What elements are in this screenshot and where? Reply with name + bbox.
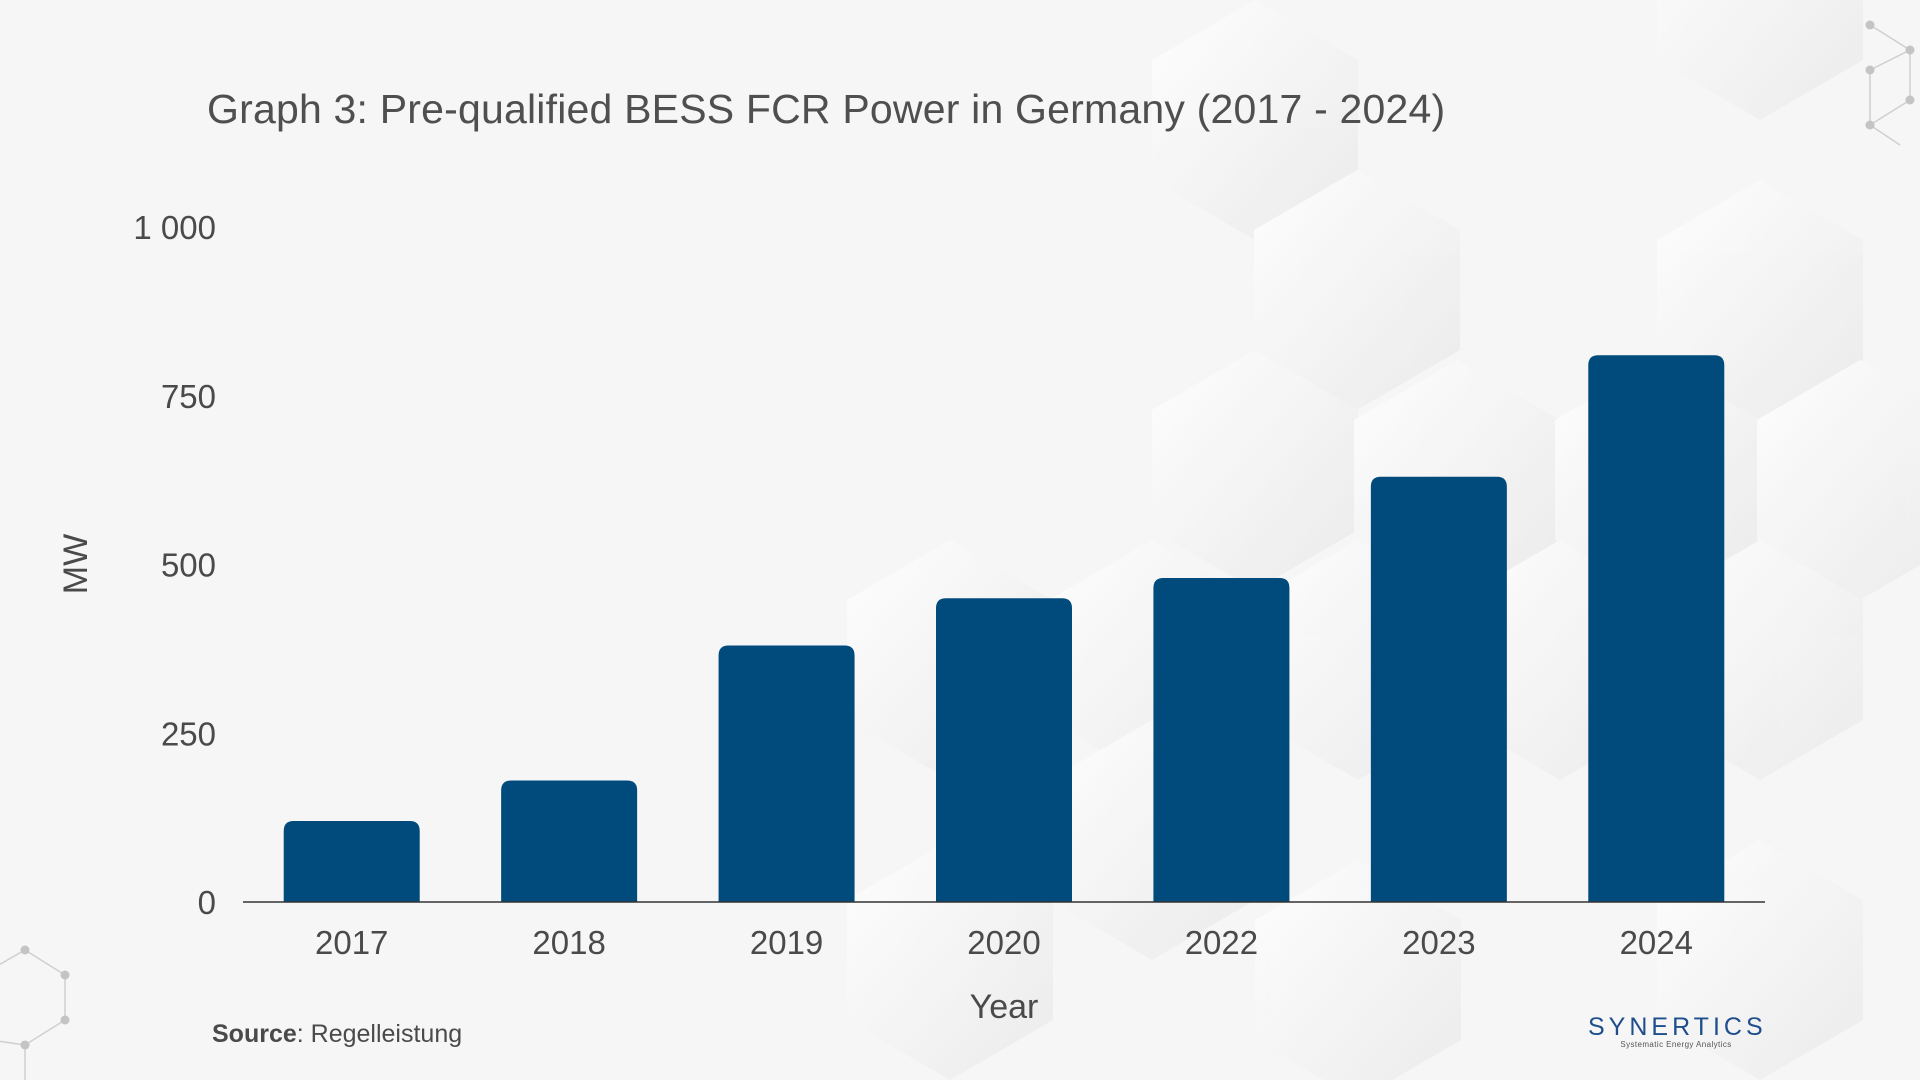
x-tick-label: 2018 <box>532 924 605 961</box>
bar-2024 <box>1588 355 1725 902</box>
y-tick-label: 500 <box>161 547 216 584</box>
bar-2017 <box>283 821 420 902</box>
bar-2018 <box>501 780 638 902</box>
source-note: Source: Regelleistung <box>212 1020 462 1049</box>
bar-2022 <box>1153 578 1290 902</box>
y-tick-label: 250 <box>161 715 216 752</box>
source-text: : Regelleistung <box>296 1020 463 1048</box>
y-axis-ticks: 0 250 500 750 1 000 <box>133 209 216 921</box>
y-tick-label: 1 000 <box>133 209 216 246</box>
x-axis-label: Year <box>970 988 1039 1026</box>
bar-2019 <box>718 645 855 902</box>
chart-title: Graph 3: Pre-qualified BESS FCR Power in… <box>207 86 1446 132</box>
logo-tagline: Systematic Energy Analytics <box>1620 1040 1732 1049</box>
x-axis-ticks: 2017 2018 2019 2020 2022 2023 2024 <box>315 924 1693 961</box>
y-tick-label: 0 <box>198 884 216 921</box>
y-axis-label: MW <box>57 534 95 594</box>
source-label: Source <box>212 1020 297 1048</box>
logo-name: SYNERTICS <box>1588 1013 1767 1041</box>
synertics-logo: SYNERTICS Systematic Energy Analytics <box>1588 1014 1764 1050</box>
bar-2020 <box>936 598 1072 902</box>
x-tick-label: 2022 <box>1185 924 1258 961</box>
y-tick-label: 750 <box>161 378 216 415</box>
x-tick-label: 2019 <box>750 924 823 961</box>
x-tick-label: 2020 <box>967 924 1040 961</box>
x-tick-label: 2024 <box>1620 924 1693 961</box>
bars <box>283 355 1725 902</box>
x-tick-label: 2017 <box>315 924 388 961</box>
x-tick-label: 2023 <box>1402 924 1475 961</box>
bar-2023 <box>1370 476 1507 902</box>
